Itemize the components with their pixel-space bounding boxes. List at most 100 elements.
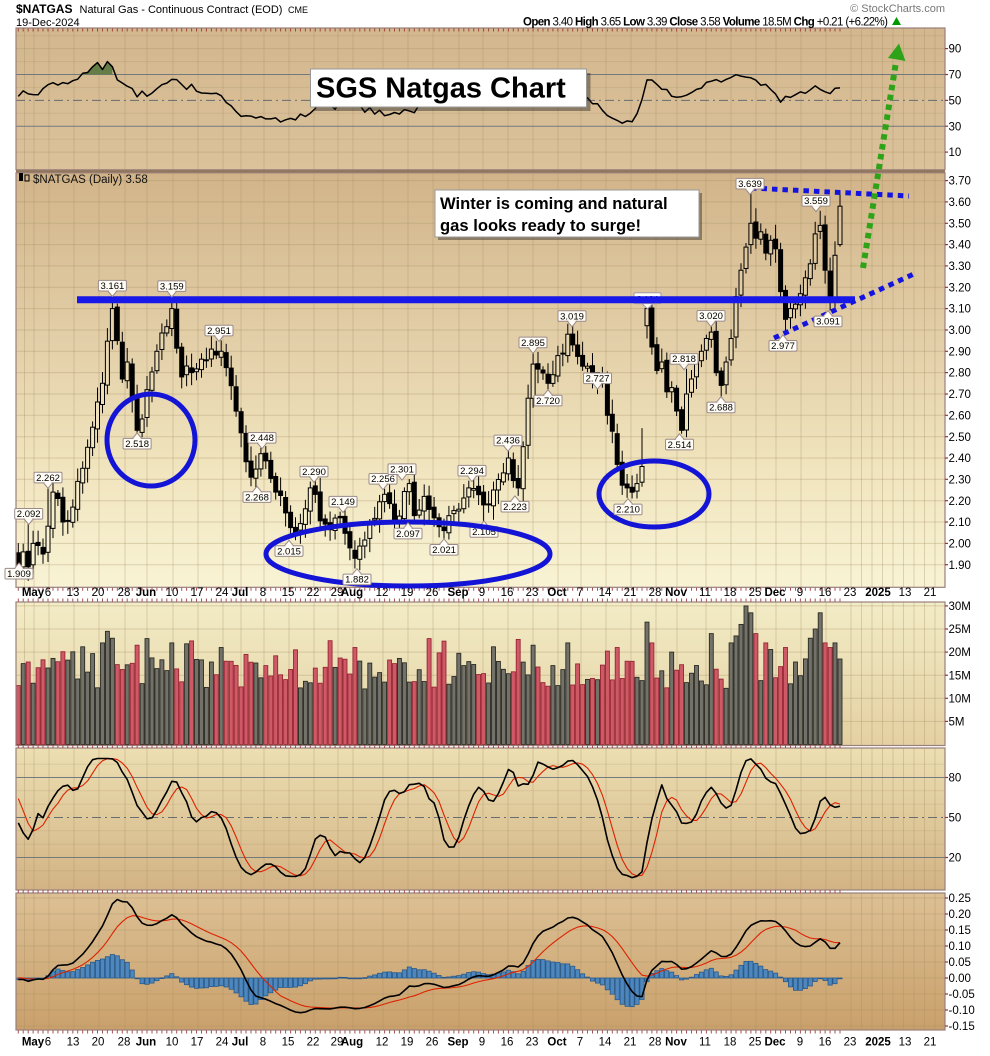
svg-text:2.015: 2.015 [277, 546, 301, 557]
svg-text:7: 7 [577, 1037, 583, 1049]
svg-text:12: 12 [376, 587, 389, 599]
svg-text:Nov: Nov [665, 587, 687, 599]
svg-text:Open 3.40 High 3.65 Low 3.39 C: Open 3.40 High 3.65 Low 3.39 Close 3.58 … [523, 17, 888, 29]
svg-text:2.436: 2.436 [496, 436, 520, 447]
svg-text:8: 8 [260, 1037, 266, 1049]
svg-text:3.30: 3.30 [949, 261, 971, 273]
svg-text:3.639: 3.639 [738, 179, 762, 190]
svg-text:2.290: 2.290 [302, 467, 326, 478]
svg-text:2.40: 2.40 [949, 453, 971, 465]
svg-text:29: 29 [331, 1037, 344, 1049]
svg-text:0.15: 0.15 [949, 925, 971, 937]
svg-text:13: 13 [67, 587, 80, 599]
svg-text:15M: 15M [949, 670, 971, 682]
svg-text:15: 15 [282, 587, 295, 599]
svg-text:Sep: Sep [447, 1037, 468, 1049]
svg-text:2.021: 2.021 [432, 545, 456, 556]
svg-text:0.10: 0.10 [949, 941, 971, 953]
svg-text:2025: 2025 [865, 587, 891, 599]
svg-text:30M: 30M [949, 601, 971, 613]
svg-text:3.559: 3.559 [804, 196, 828, 207]
svg-text:1.90: 1.90 [949, 560, 971, 572]
svg-text:Aug: Aug [341, 587, 363, 599]
svg-text:2.518: 2.518 [125, 439, 149, 450]
svg-text:5M: 5M [949, 717, 965, 729]
svg-text:19: 19 [401, 587, 414, 599]
svg-text:2.149: 2.149 [331, 497, 355, 508]
svg-text:9: 9 [797, 1037, 803, 1049]
svg-text:10M: 10M [949, 693, 971, 705]
svg-text:2.688: 2.688 [709, 403, 733, 414]
svg-text:21: 21 [924, 587, 937, 599]
svg-text:21: 21 [924, 1037, 937, 1049]
svg-text:20: 20 [949, 853, 962, 865]
svg-text:3.60: 3.60 [949, 197, 971, 209]
svg-text:2.097: 2.097 [396, 529, 420, 540]
svg-text:23: 23 [526, 587, 539, 599]
svg-text:2.720: 2.720 [536, 396, 560, 407]
svg-text:25M: 25M [949, 624, 971, 636]
svg-text:Jun: Jun [136, 1037, 156, 1049]
svg-text:28: 28 [649, 587, 662, 599]
svg-text:10: 10 [949, 147, 962, 159]
svg-text:2.727: 2.727 [586, 374, 610, 385]
svg-text:2.50: 2.50 [949, 432, 971, 444]
svg-text:3.10: 3.10 [949, 304, 971, 316]
svg-text:22: 22 [307, 1037, 320, 1049]
svg-text:2.951: 2.951 [207, 326, 231, 337]
svg-text:2.268: 2.268 [245, 492, 269, 503]
svg-text:$NATGAS: $NATGAS [16, 2, 72, 16]
svg-text:CME: CME [288, 5, 308, 15]
svg-text:9: 9 [479, 587, 485, 599]
svg-text:3.091: 3.091 [816, 317, 840, 328]
svg-text:21: 21 [624, 587, 637, 599]
svg-text:8: 8 [260, 587, 266, 599]
svg-text:28: 28 [118, 587, 131, 599]
svg-text:20M: 20M [949, 647, 971, 659]
svg-text:2.00: 2.00 [949, 539, 971, 551]
svg-text:2.10: 2.10 [949, 517, 971, 529]
svg-text:17: 17 [191, 587, 204, 599]
svg-text:14: 14 [599, 1037, 612, 1049]
svg-text:6: 6 [45, 1037, 51, 1049]
svg-text:90: 90 [949, 44, 962, 56]
svg-text:16: 16 [501, 1037, 514, 1049]
svg-text:24: 24 [216, 1037, 229, 1049]
svg-text:2.294: 2.294 [460, 466, 484, 477]
svg-text:23: 23 [844, 587, 857, 599]
svg-text:28: 28 [118, 1037, 131, 1049]
svg-text:80: 80 [949, 773, 962, 785]
svg-text:2.818: 2.818 [672, 354, 696, 365]
svg-text:18: 18 [724, 1037, 737, 1049]
svg-text:12: 12 [376, 1037, 389, 1049]
svg-text:19: 19 [401, 1037, 414, 1049]
svg-text:70: 70 [949, 70, 962, 82]
svg-text:2.20: 2.20 [949, 496, 971, 508]
svg-text:1.909: 1.909 [7, 569, 31, 580]
svg-text:Oct: Oct [547, 1037, 566, 1049]
svg-text:11: 11 [699, 1037, 711, 1049]
svg-text:3.70: 3.70 [949, 176, 971, 188]
svg-text:20: 20 [92, 1037, 105, 1049]
svg-text:0.05: 0.05 [949, 957, 971, 969]
svg-text:2.092: 2.092 [17, 509, 41, 520]
svg-text:2.977: 2.977 [771, 341, 795, 352]
svg-text:3.020: 3.020 [699, 311, 723, 322]
svg-text:May: May [22, 1037, 45, 1049]
svg-text:2.210: 2.210 [616, 505, 640, 516]
svg-text:18: 18 [724, 587, 737, 599]
svg-text:2.514: 2.514 [668, 440, 692, 451]
svg-text:2.448: 2.448 [250, 433, 274, 444]
svg-text:23: 23 [844, 1037, 857, 1049]
svg-text:24: 24 [216, 587, 229, 599]
svg-text:25: 25 [749, 587, 762, 599]
svg-text:2.105: 2.105 [472, 527, 496, 538]
svg-text:Jun: Jun [136, 587, 156, 599]
svg-text:2.301: 2.301 [390, 465, 414, 476]
svg-text:2.256: 2.256 [371, 474, 395, 485]
svg-text:-0.15: -0.15 [949, 1021, 975, 1033]
svg-text:13: 13 [899, 587, 912, 599]
svg-text:21: 21 [624, 1037, 637, 1049]
svg-text:2.895: 2.895 [521, 338, 545, 349]
svg-text:0.25: 0.25 [949, 893, 971, 905]
